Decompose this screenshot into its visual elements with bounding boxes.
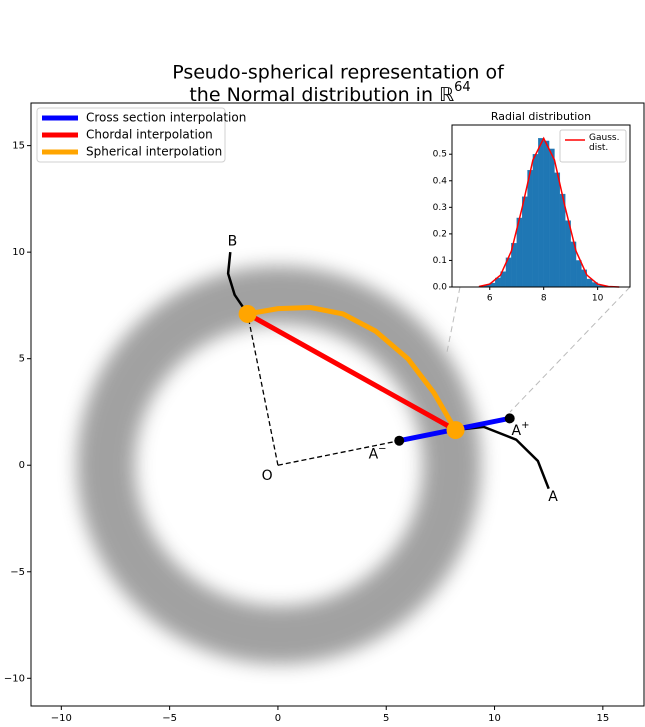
x-tick-label: 5 (383, 713, 389, 723)
histogram-bar (565, 220, 571, 288)
point-label: B (228, 233, 238, 249)
y-tick-label: 5 (19, 354, 25, 365)
y-tick-label: 15 (12, 141, 25, 152)
histogram-bar (538, 138, 544, 288)
x-tick-label: 0 (275, 713, 281, 723)
y-tick-label: 10 (12, 247, 25, 258)
point (446, 421, 465, 440)
legend-label: Spherical interpolation (86, 145, 222, 159)
histogram-bar (521, 196, 528, 288)
y-tick-label: −10 (4, 673, 25, 684)
y-tick-label: 0.4 (433, 176, 448, 186)
scatter-cloud (77, 266, 481, 664)
point-label: A− (369, 444, 387, 463)
x-tick-label: 10 (592, 294, 604, 304)
point-label: A (369, 447, 379, 463)
x-tick-label: 6 (487, 294, 493, 304)
x-tick-label: 8 (541, 294, 547, 304)
axes-frame (30, 102, 645, 707)
zoom-connector (446, 286, 461, 353)
histogram-bar (554, 172, 561, 288)
point (238, 304, 257, 323)
x-tick-label: 15 (596, 713, 609, 723)
arrow-curve (226, 252, 249, 315)
y-tick-label: 0.2 (433, 229, 447, 239)
point-label-superscript: + (521, 420, 529, 431)
point-label: B (228, 233, 238, 249)
point-label: O (262, 468, 273, 484)
legend-label: Cross section interpolation (86, 111, 246, 125)
histogram-bar (548, 148, 555, 288)
x-tick-label: 10 (488, 713, 501, 723)
point-label-superscript: − (378, 444, 386, 455)
histogram-bar (586, 278, 593, 288)
interpolation-line (246, 311, 457, 433)
gauss-curve (478, 136, 620, 288)
histogram-bar (575, 260, 582, 288)
legend-label: Gauss. dist. (589, 133, 620, 153)
histogram-bar (543, 140, 550, 288)
point-label: A (548, 489, 558, 505)
chart-title: Pseudo-spherical representation of (172, 62, 505, 84)
y-tick-label: 0.1 (433, 256, 447, 266)
x-tick-label: −5 (162, 713, 177, 723)
legend-label: Chordal interpolation (86, 128, 213, 142)
chart-title: the Normal distribution in ℝ64 (189, 80, 470, 106)
histogram-bar (559, 193, 566, 288)
zoom-connector (509, 286, 631, 413)
dashed-line (246, 313, 279, 466)
point-label: A (512, 423, 522, 439)
y-tick-label: 0.0 (433, 283, 448, 293)
point-label: O (262, 468, 273, 484)
histogram-bar (532, 154, 539, 288)
chart-title: the Normal distribution in ℝ (189, 84, 454, 106)
x-tick-label: −10 (51, 713, 72, 723)
y-tick-label: 0.3 (433, 203, 447, 213)
point (504, 413, 515, 424)
y-tick-label: 0.5 (433, 150, 447, 160)
point-label: A (548, 489, 558, 505)
y-tick-label: 0 (19, 460, 25, 471)
inset-plot (478, 136, 620, 288)
legend-box (36, 107, 226, 163)
histogram-bar (527, 169, 534, 288)
legend-label-box: Gauss. dist. (589, 133, 620, 153)
inset-legend: Gauss. dist. (559, 129, 627, 163)
inset-title: Radial distribution (491, 110, 591, 123)
legend: Cross section interpolation Chordal inter… (36, 107, 246, 163)
interpolation-line (247, 305, 458, 432)
y-tick-label: −5 (10, 567, 25, 578)
inset-frame (451, 124, 631, 288)
chart-title-exponent: 64 (454, 80, 471, 95)
legend-box (559, 129, 627, 163)
point (394, 435, 405, 446)
dashed-line (277, 440, 400, 466)
point-label: A+ (512, 420, 530, 439)
